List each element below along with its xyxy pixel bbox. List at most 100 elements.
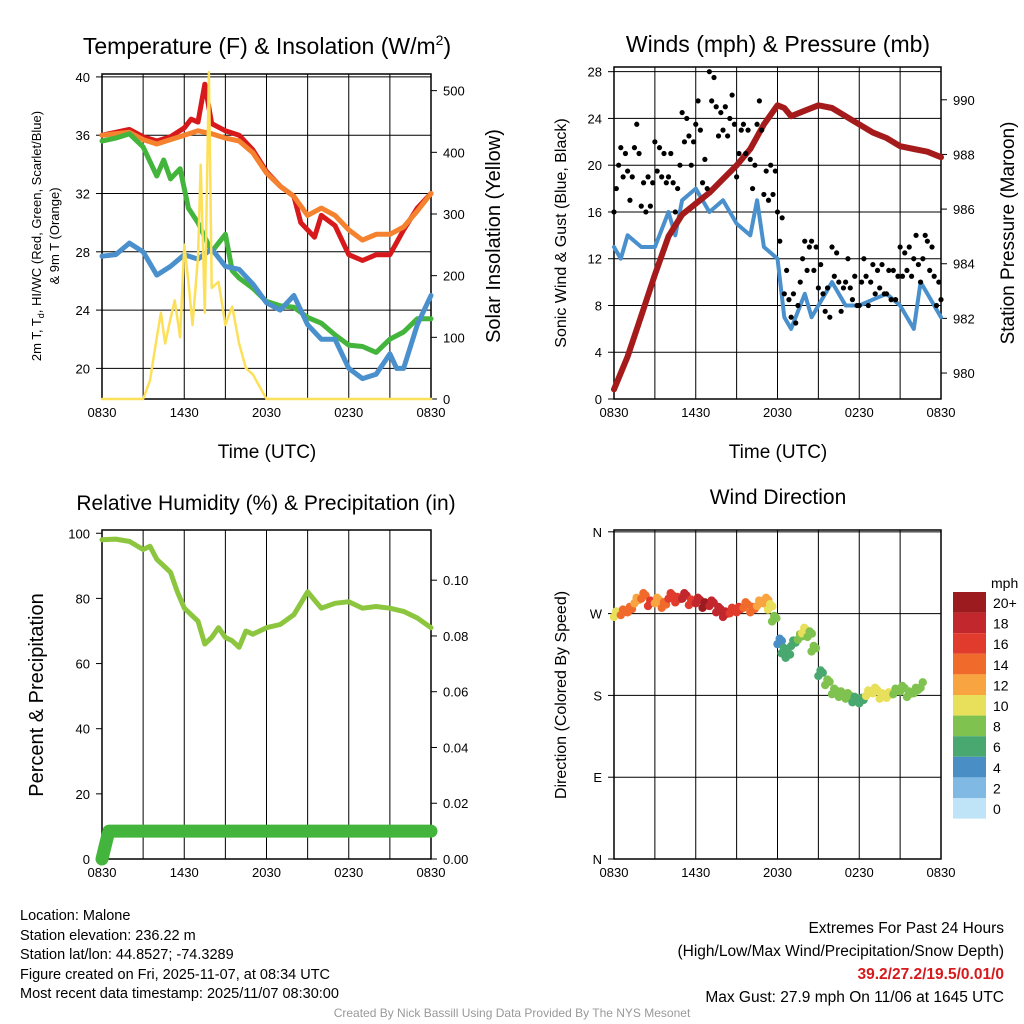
gust-point [693,121,699,127]
gust-point [650,180,656,186]
gust-point [836,279,842,285]
direction-point [777,636,787,646]
gust-point [936,279,942,285]
y2-tick-label: 0.08 [443,629,468,644]
pressure-line [611,102,944,393]
gust-point [852,273,858,279]
y-tick-label: 0 [595,392,602,407]
direction-point [811,643,821,653]
gust-point [790,291,797,297]
station-info: Location: Malone Station elevation: 236.… [20,907,339,1005]
location-text: Location: Malone [20,908,131,924]
gust-point [665,174,672,180]
gust-point [711,74,717,81]
y-tick-label: 80 [76,591,90,606]
gust-point [822,308,828,314]
gust-point [659,174,665,180]
legend-swatch [953,674,986,695]
gust-point [911,256,917,262]
gust-point [815,285,821,291]
legend-label: 0 [993,801,1001,817]
title-sup: 2 [436,32,444,48]
y2-tick-label: 0.06 [443,685,468,700]
x-tick-label: 0830 [88,865,117,880]
y-tick-label: 4 [595,345,602,360]
gust-point [706,69,712,75]
latlon-text: Station lat/lon: 44.8527; -74.3289 [20,947,234,963]
gust-point [829,244,835,250]
y-axis-label: Percent & Precipitation [26,593,48,796]
gust-point [938,297,944,303]
gust-point [849,297,856,303]
gust-point [661,150,667,157]
extremes-values: 39.2/27.2/19.5/0.01/0 [857,966,1004,983]
y-tick-label: W [590,607,603,622]
direction-point [825,677,834,686]
y-axis-label-line2: & 9m T (Orange) [47,187,62,284]
gust-point [895,273,901,279]
gust-point [831,273,837,279]
gust-point [840,285,847,291]
gust-point [861,256,867,262]
gust-point [749,185,756,192]
y2-tick-label: 0.10 [443,573,468,588]
gust-point [890,267,896,274]
gust-point [745,127,751,133]
legend-swatch [953,777,986,798]
legend-label: 20+ [993,595,1017,611]
y-tick-label: 24 [76,303,90,318]
humidity-line [99,536,434,650]
x-tick-label: 2030 [252,405,281,420]
x-tick-label: 2030 [763,405,792,420]
gust-point [638,203,644,209]
y-axis-label: Sonic Wind & Gust (Blue, Black) [553,118,570,347]
y-tick-label: 32 [76,187,90,202]
gust-point [927,267,933,274]
legend-swatch [953,756,986,778]
gust-point [920,256,926,262]
gust-point [718,109,724,116]
gust-point [858,279,865,285]
x-tick-label: 2030 [763,865,792,880]
x-tick-label: 0830 [417,865,446,880]
speed-legend: mph 20+ 18 16 14 12 10 8 6 4 2 0 [953,575,1018,819]
gust-point [779,215,785,221]
gust-point [690,139,697,145]
gust-point [702,156,708,162]
x-tick-label: 0830 [417,405,446,420]
gust-point [613,185,619,192]
gust-point [917,279,924,285]
gust-point [695,98,701,104]
gust-point [820,291,826,297]
gust-point [697,127,703,133]
gust-point [763,168,769,174]
gust-point [672,209,678,215]
gust-point [786,297,792,303]
gust-point [679,109,685,116]
precipitation-line [95,824,438,866]
gust-point [622,150,629,157]
legend-swatch [953,633,986,654]
gust-point [731,121,738,127]
gust-point [845,256,851,262]
legend-label: 18 [993,616,1009,632]
series-line-orange [99,128,434,243]
gust-point [931,273,937,279]
gust-point [677,162,683,168]
gust-point [865,302,871,309]
direction-point [807,629,817,638]
gust-point [843,279,849,285]
gust-point [827,314,833,320]
extremes-info: Extremes For Past 24 Hours (High/Low/Max… [678,917,1005,1009]
legend-label: 4 [993,760,1001,776]
gust-point [720,127,726,133]
gust-point [736,150,742,157]
gust-point [620,174,626,180]
title-end: ) [443,33,451,59]
y-tick-label: 12 [588,252,602,267]
gust-point [804,267,810,274]
gust-point [777,238,783,244]
gust-point [904,267,910,274]
